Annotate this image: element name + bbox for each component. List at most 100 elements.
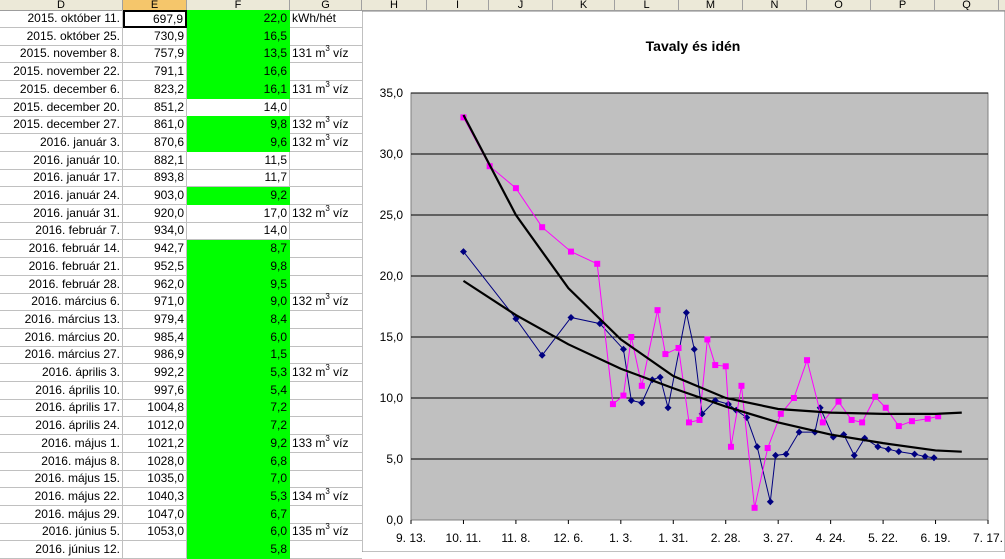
note-cell[interactable]: 132 m3 víz <box>290 293 362 312</box>
date-cell[interactable]: 2015. november 8. <box>0 45 123 64</box>
weekly-usage-cell[interactable]: 6,8 <box>187 452 290 471</box>
meter-cell[interactable]: 697,9 <box>123 10 187 28</box>
column-header-h[interactable]: H <box>362 0 427 10</box>
weekly-usage-cell[interactable]: 9,8 <box>187 116 290 135</box>
note-cell[interactable] <box>290 346 362 365</box>
date-cell[interactable]: 2016. április 3. <box>0 364 123 382</box>
weekly-usage-cell[interactable]: 9,2 <box>187 434 290 453</box>
date-cell[interactable]: 2015. december 6. <box>0 80 123 99</box>
note-cell[interactable] <box>290 63 362 82</box>
note-cell[interactable] <box>290 453 362 471</box>
weekly-usage-cell[interactable]: 9,8 <box>187 257 290 276</box>
weekly-usage-cell[interactable]: 8,4 <box>187 310 290 329</box>
meter-cell[interactable]: 823,2 <box>123 80 187 99</box>
weekly-usage-cell[interactable]: 11,5 <box>187 151 290 170</box>
note-cell[interactable]: 131 m3 víz <box>290 81 362 99</box>
date-cell[interactable]: 2015. október 25. <box>0 27 123 46</box>
meter-cell[interactable]: 1028,0 <box>123 452 187 471</box>
meter-cell[interactable]: 942,7 <box>123 240 187 259</box>
note-cell[interactable] <box>290 506 362 524</box>
note-cell[interactable]: 132 m3 víz <box>290 205 362 223</box>
column-header-i[interactable]: I <box>427 0 489 10</box>
weekly-usage-cell[interactable]: 9,2 <box>187 187 290 205</box>
column-header-m[interactable]: M <box>679 0 743 10</box>
chart[interactable]: Tavaly és idén 0,0 5,0 10,0 15,0 20,0 25,0 30,… <box>362 11 1005 552</box>
note-cell[interactable]: 132 m3 víz <box>290 134 362 152</box>
note-cell[interactable] <box>290 382 362 400</box>
weekly-usage-cell[interactable]: 14,0 <box>187 98 290 117</box>
weekly-usage-cell[interactable]: 11,7 <box>187 169 290 188</box>
weekly-usage-cell[interactable]: 17,0 <box>187 204 290 223</box>
meter-cell[interactable]: 979,4 <box>123 310 187 329</box>
column-header-f[interactable]: F <box>187 0 290 10</box>
weekly-usage-cell[interactable]: 16,1 <box>187 80 290 99</box>
meter-cell[interactable]: 992,2 <box>123 364 187 382</box>
date-cell[interactable]: 2016. március 6. <box>0 293 123 312</box>
column-header-j[interactable]: J <box>489 0 553 10</box>
date-cell[interactable]: 2016. június 5. <box>0 523 123 542</box>
date-cell[interactable]: 2015. december 27. <box>0 116 123 135</box>
weekly-usage-cell[interactable]: 7,0 <box>187 470 290 489</box>
meter-cell[interactable]: 971,0 <box>123 293 187 312</box>
weekly-usage-cell[interactable]: 6,0 <box>187 328 290 347</box>
column-header-e[interactable]: E <box>123 0 187 10</box>
meter-cell[interactable]: 870,6 <box>123 133 187 152</box>
meter-cell[interactable]: 882,1 <box>123 151 187 170</box>
note-cell[interactable]: 133 m3 víz <box>290 435 362 453</box>
note-cell[interactable]: 132 m3 víz <box>290 116 362 135</box>
note-cell[interactable] <box>290 187 362 205</box>
meter-cell[interactable]: 997,6 <box>123 381 187 400</box>
date-cell[interactable]: 2016. január 24. <box>0 187 123 205</box>
meter-cell[interactable]: 1040,3 <box>123 487 187 506</box>
meter-cell[interactable]: 952,5 <box>123 257 187 276</box>
weekly-usage-cell[interactable]: 9,5 <box>187 275 290 294</box>
column-header-l[interactable]: L <box>615 0 679 10</box>
date-cell[interactable]: 2016. február 28. <box>0 275 123 294</box>
date-cell[interactable]: 2016. június 12. <box>0 541 123 559</box>
date-cell[interactable]: 2015. október 11. <box>0 10 123 28</box>
note-cell[interactable]: 134 m3 víz <box>290 488 362 506</box>
meter-cell[interactable] <box>123 541 187 559</box>
weekly-usage-cell[interactable]: 16,5 <box>187 27 290 46</box>
weekly-usage-cell[interactable]: 5,3 <box>187 487 290 506</box>
column-header-p[interactable]: P <box>871 0 935 10</box>
meter-cell[interactable]: 903,0 <box>123 187 187 205</box>
meter-cell[interactable]: 986,9 <box>123 346 187 365</box>
note-cell[interactable] <box>290 169 362 188</box>
column-header-q[interactable]: Q <box>935 0 999 10</box>
note-cell[interactable] <box>290 417 362 436</box>
note-cell[interactable]: 132 m3 víz <box>290 364 362 382</box>
weekly-usage-cell[interactable]: 5,8 <box>187 541 290 559</box>
meter-cell[interactable]: 1004,8 <box>123 399 187 418</box>
date-cell[interactable]: 2015. december 20. <box>0 98 123 117</box>
meter-cell[interactable]: 934,0 <box>123 222 187 241</box>
note-cell[interactable] <box>290 311 362 329</box>
note-cell[interactable] <box>290 240 362 259</box>
meter-cell[interactable]: 1053,0 <box>123 523 187 542</box>
date-cell[interactable]: 2016. január 3. <box>0 133 123 152</box>
date-cell[interactable]: 2016. február 21. <box>0 257 123 276</box>
date-cell[interactable]: 2016. január 17. <box>0 169 123 188</box>
date-cell[interactable]: 2016. május 22. <box>0 487 123 506</box>
date-cell[interactable]: 2016. május 15. <box>0 470 123 489</box>
date-cell[interactable]: 2016. február 14. <box>0 240 123 259</box>
meter-cell[interactable]: 730,9 <box>123 27 187 46</box>
date-cell[interactable]: 2016. január 10. <box>0 151 123 170</box>
column-header-k[interactable]: K <box>553 0 615 10</box>
date-cell[interactable]: 2016. május 29. <box>0 505 123 524</box>
note-cell[interactable] <box>290 399 362 418</box>
note-cell[interactable] <box>290 99 362 117</box>
note-cell[interactable]: 131 m3 víz <box>290 45 362 64</box>
note-cell[interactable]: 135 m3 víz <box>290 523 362 542</box>
date-cell[interactable]: 2016. március 27. <box>0 346 123 365</box>
note-cell[interactable] <box>290 276 362 294</box>
date-cell[interactable]: 2016. április 24. <box>0 417 123 436</box>
date-cell[interactable]: 2016. január 31. <box>0 204 123 223</box>
column-header-g[interactable]: G <box>290 0 362 10</box>
weekly-usage-cell[interactable]: 9,6 <box>187 133 290 152</box>
weekly-usage-cell[interactable]: 6,0 <box>187 523 290 542</box>
date-cell[interactable]: 2015. november 22. <box>0 63 123 82</box>
meter-cell[interactable]: 1035,0 <box>123 470 187 489</box>
meter-cell[interactable]: 1047,0 <box>123 505 187 524</box>
weekly-usage-cell[interactable]: 6,7 <box>187 505 290 524</box>
